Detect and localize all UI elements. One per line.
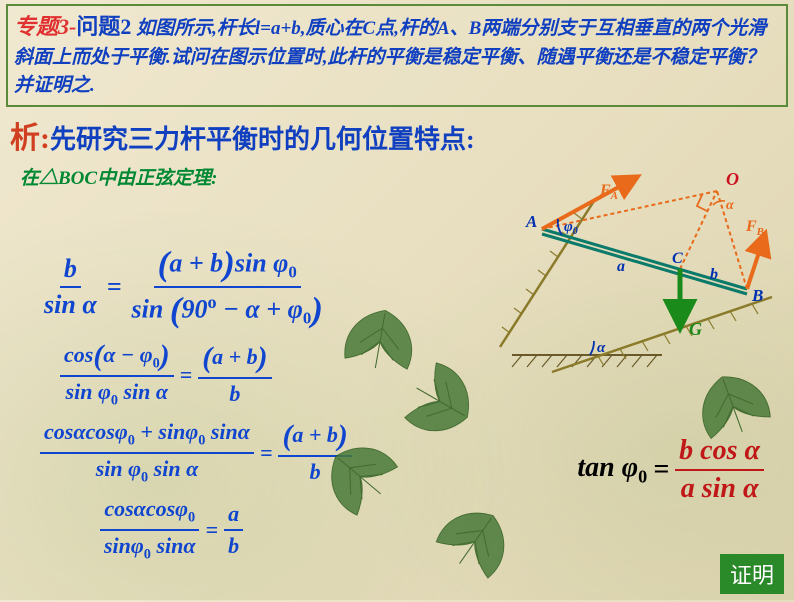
svg-text:FB: FB — [745, 218, 764, 238]
svg-text:α: α — [597, 340, 606, 356]
equation-4: cosαcosφ0sinφ0 sinα = ab — [100, 496, 470, 563]
proof-button[interactable]: 证明 — [720, 554, 784, 594]
problem-title-prefix: 专题3- — [14, 14, 76, 39]
analysis-text: 先研究三力杆平衡时的几何位置特点: — [50, 125, 475, 154]
tan-equation: tan φ0 = b cos αa sin α — [577, 435, 764, 505]
svg-text:B: B — [751, 286, 763, 305]
svg-text:φ0: φ0 — [564, 219, 578, 237]
svg-text:O: O — [726, 169, 739, 189]
analysis-label: 析: — [10, 122, 50, 155]
svg-text:A: A — [525, 212, 537, 231]
problem-title-q: 问题2 — [76, 14, 131, 39]
analysis-line: 析:先研究三力杆平衡时的几何位置特点: — [10, 113, 784, 157]
svg-text:FA: FA — [599, 182, 618, 202]
force-diagram: O A B C G FA FB a b φ0 α α — [482, 159, 782, 379]
svg-text:C: C — [672, 250, 683, 267]
svg-text:b: b — [710, 266, 718, 283]
problem-box: 专题3-问题2 如图所示,杆长l=a+b,质心在C点,杆的A、B两端分别支于互相… — [6, 4, 788, 107]
svg-text:G: G — [689, 319, 702, 339]
svg-text:α: α — [726, 198, 734, 213]
svg-text:a: a — [617, 258, 625, 275]
